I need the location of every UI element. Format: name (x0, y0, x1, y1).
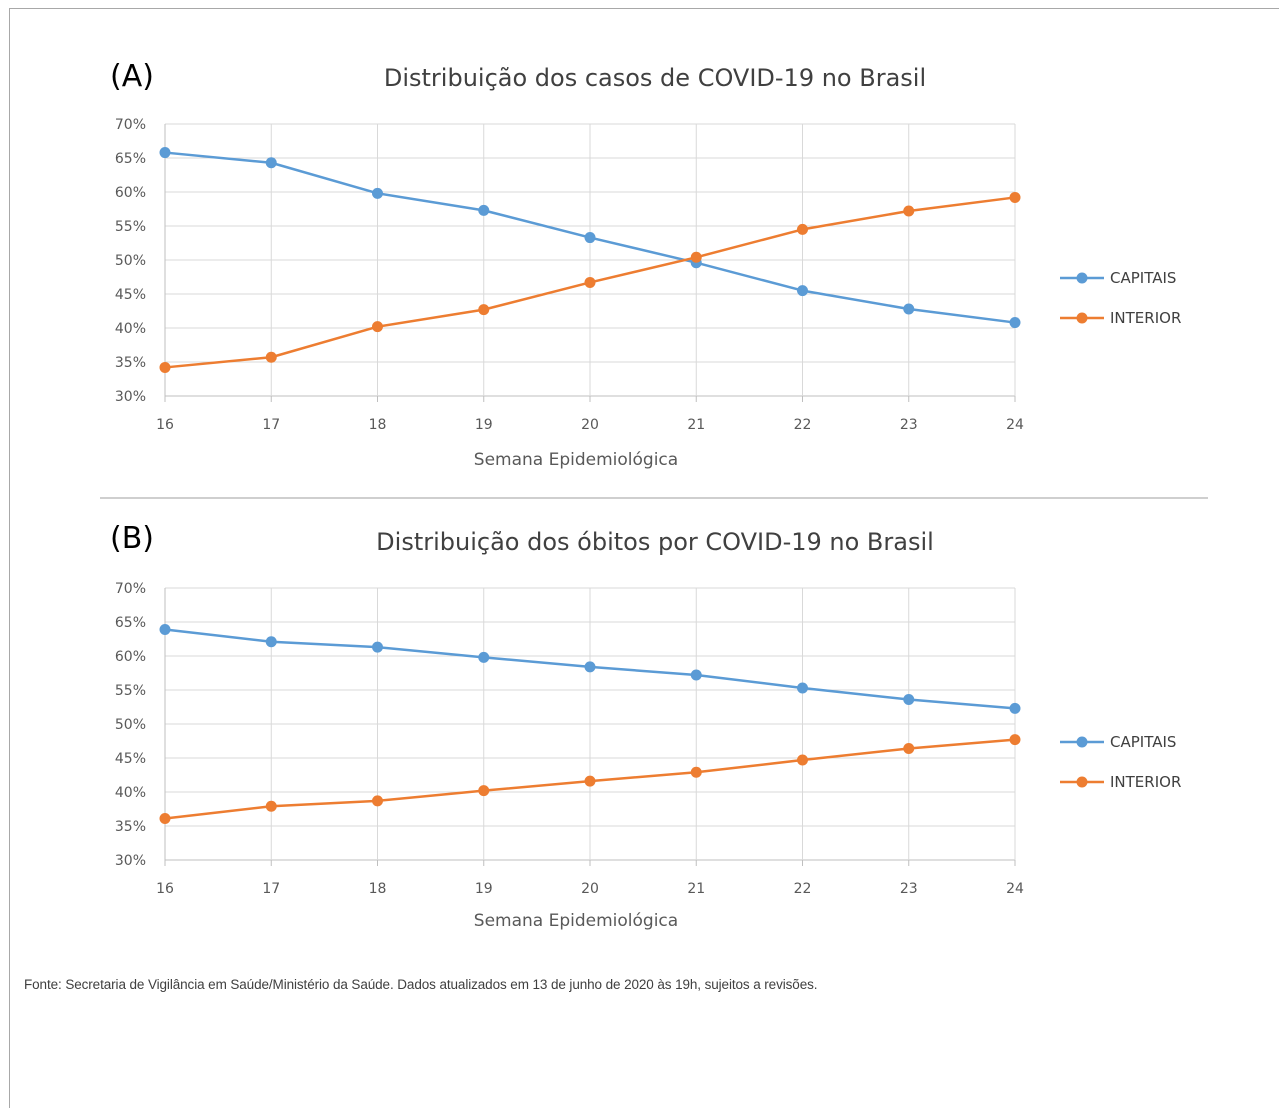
x-tick-label: 19 (475, 881, 493, 897)
x-tick-label: 17 (262, 881, 280, 897)
data-point-interior (584, 276, 596, 288)
data-point-capitais (797, 285, 808, 297)
data-point-capitais (372, 187, 383, 199)
data-point-capitais (690, 669, 702, 681)
y-tick-label: 65% (115, 151, 146, 167)
data-point-capitais (903, 694, 915, 706)
x-tick-label: 22 (794, 881, 812, 897)
y-tick-label: 60% (115, 649, 146, 665)
x-tick-label: 17 (262, 417, 280, 433)
data-point-interior (372, 321, 383, 333)
data-point-interior (478, 785, 490, 797)
y-tick-label: 50% (115, 253, 146, 269)
panel-label: (A) (110, 59, 154, 94)
chart-title: Distribuição dos casos de COVID-19 no Br… (384, 64, 926, 92)
y-tick-label: 45% (115, 751, 146, 767)
figure-frame (9, 8, 1279, 1108)
y-tick-label: 65% (115, 615, 146, 631)
legend-marker (1076, 736, 1088, 748)
data-point-capitais (159, 623, 171, 635)
y-tick-label: 70% (115, 117, 146, 133)
x-tick-label: 23 (900, 417, 918, 433)
x-tick-label: 24 (1006, 417, 1024, 433)
data-point-interior (797, 754, 808, 766)
x-tick-label: 18 (369, 881, 387, 897)
data-point-interior (478, 304, 490, 316)
data-point-interior (1009, 734, 1021, 746)
data-point-capitais (1009, 702, 1021, 714)
y-tick-label: 40% (115, 785, 146, 801)
legend-marker (1076, 776, 1088, 788)
charts-canvas: (A) Distribuição dos casos de COVID-19 no… (110, 59, 1181, 931)
data-point-interior (903, 742, 915, 754)
data-point-capitais (372, 641, 383, 653)
y-tick-label: 55% (115, 683, 146, 699)
data-point-interior (265, 800, 277, 812)
data-point-interior (265, 351, 277, 363)
x-tick-label: 22 (794, 417, 812, 433)
x-axis-title: Semana Epidemiológica (474, 911, 678, 931)
legend-label: CAPITAIS (1110, 733, 1176, 751)
panel-separator (100, 497, 1208, 499)
legend-marker (1076, 312, 1088, 324)
data-point-capitais (903, 303, 915, 315)
data-point-capitais (584, 661, 596, 673)
legend-label: INTERIOR (1110, 309, 1181, 327)
y-tick-label: 30% (115, 389, 146, 405)
y-tick-label: 55% (115, 219, 146, 235)
legend-marker (1076, 272, 1088, 284)
data-point-capitais (584, 232, 596, 244)
data-point-capitais (478, 204, 490, 216)
data-point-capitais (265, 157, 277, 169)
x-tick-label: 16 (156, 881, 174, 897)
x-axis-title: Semana Epidemiológica (474, 450, 678, 470)
y-tick-label: 45% (115, 287, 146, 303)
data-point-interior (159, 813, 171, 825)
data-point-capitais (159, 147, 171, 159)
y-tick-label: 35% (115, 355, 146, 371)
data-point-interior (1009, 191, 1021, 203)
x-tick-label: 24 (1006, 881, 1024, 897)
chart-title: Distribuição dos óbitos por COVID-19 no … (376, 528, 934, 556)
y-tick-label: 60% (115, 185, 146, 201)
y-tick-label: 70% (115, 581, 146, 597)
data-point-interior (584, 775, 596, 787)
x-tick-label: 20 (581, 881, 599, 897)
y-tick-label: 35% (115, 819, 146, 835)
data-point-interior (690, 251, 702, 263)
x-tick-label: 21 (687, 881, 705, 897)
x-tick-label: 20 (581, 417, 599, 433)
x-tick-label: 21 (687, 417, 705, 433)
data-point-capitais (478, 651, 490, 663)
source-note: Fonte: Secretaria de Vigilância em Saúde… (24, 977, 818, 992)
data-point-interior (797, 223, 808, 235)
data-point-interior (372, 795, 383, 807)
x-tick-label: 18 (369, 417, 387, 433)
data-point-interior (690, 766, 702, 778)
x-tick-label: 16 (156, 417, 174, 433)
y-tick-label: 30% (115, 853, 146, 869)
data-point-interior (159, 361, 171, 373)
data-point-interior (903, 205, 915, 217)
y-tick-label: 40% (115, 321, 146, 337)
legend-label: CAPITAIS (1110, 269, 1176, 287)
legend-label: INTERIOR (1110, 773, 1181, 791)
data-point-capitais (265, 636, 277, 648)
data-point-capitais (1009, 317, 1021, 329)
panel-label: (B) (110, 521, 154, 556)
x-tick-label: 19 (475, 417, 493, 433)
y-tick-label: 50% (115, 717, 146, 733)
data-point-capitais (797, 682, 808, 694)
x-tick-label: 23 (900, 881, 918, 897)
